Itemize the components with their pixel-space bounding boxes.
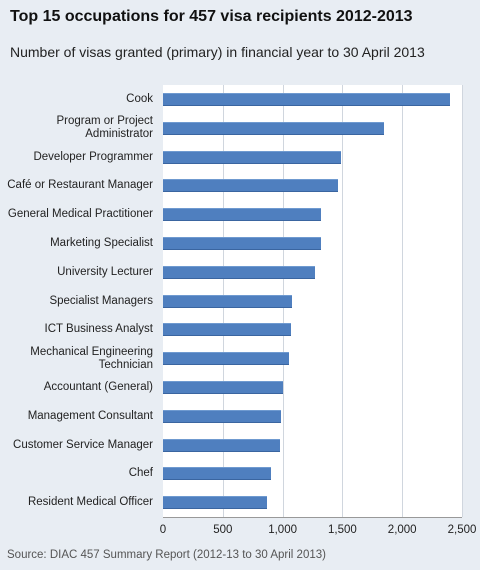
x-tick-label: 2,500 (447, 524, 477, 536)
category-label: Developer Programmer (33, 150, 153, 163)
category-label: Marketing Specialist (50, 236, 153, 249)
x-tick-label: 1,500 (328, 524, 357, 536)
bar (163, 208, 321, 222)
chart-subtitle: Number of visas granted (primary) in fin… (10, 44, 425, 60)
x-tick-label: 0 (159, 524, 167, 536)
gridline (342, 85, 344, 517)
x-tick-label: 1,000 (268, 524, 297, 536)
bar (163, 380, 283, 394)
bar (163, 294, 293, 308)
bar (163, 236, 321, 250)
bar (163, 92, 451, 106)
category-label: ICT Business Analyst (44, 323, 153, 336)
category-label: Cook (126, 92, 153, 105)
gridline (462, 85, 463, 517)
category-label: University Lecturer (57, 265, 153, 278)
category-label: Chef (128, 467, 153, 480)
category-label: Program or Project Administrator (56, 115, 153, 141)
category-label: Management Consultant (27, 409, 153, 422)
bar (163, 409, 282, 423)
x-tick-label: 2,000 (387, 524, 417, 536)
bar (163, 150, 342, 164)
category-label: General Medical Practitioner (7, 208, 153, 221)
x-axis-line (163, 517, 462, 518)
bar (163, 179, 338, 193)
source-note: Source: DIAC 457 Summary Report (2012-13… (7, 549, 326, 561)
x-tick-label: 500 (213, 524, 233, 536)
gridline (402, 85, 404, 517)
category-label: Specialist Managers (49, 294, 153, 307)
plot-area (163, 85, 463, 517)
bar (163, 496, 268, 510)
category-label: Café or Restaurant Manager (7, 179, 153, 192)
bar (163, 438, 280, 452)
category-label: Resident Medical Officer (27, 496, 153, 509)
bar (163, 121, 385, 135)
category-label: Accountant (General) (43, 380, 153, 393)
bar (163, 323, 291, 337)
chart-title: Top 15 occupations for 457 visa recipien… (10, 8, 413, 25)
category-label: Customer Service Manager (13, 438, 153, 451)
bar (163, 265, 315, 279)
bar (163, 467, 271, 481)
bar (163, 352, 289, 366)
category-label: Mechanical Engineering Technician (30, 345, 153, 371)
